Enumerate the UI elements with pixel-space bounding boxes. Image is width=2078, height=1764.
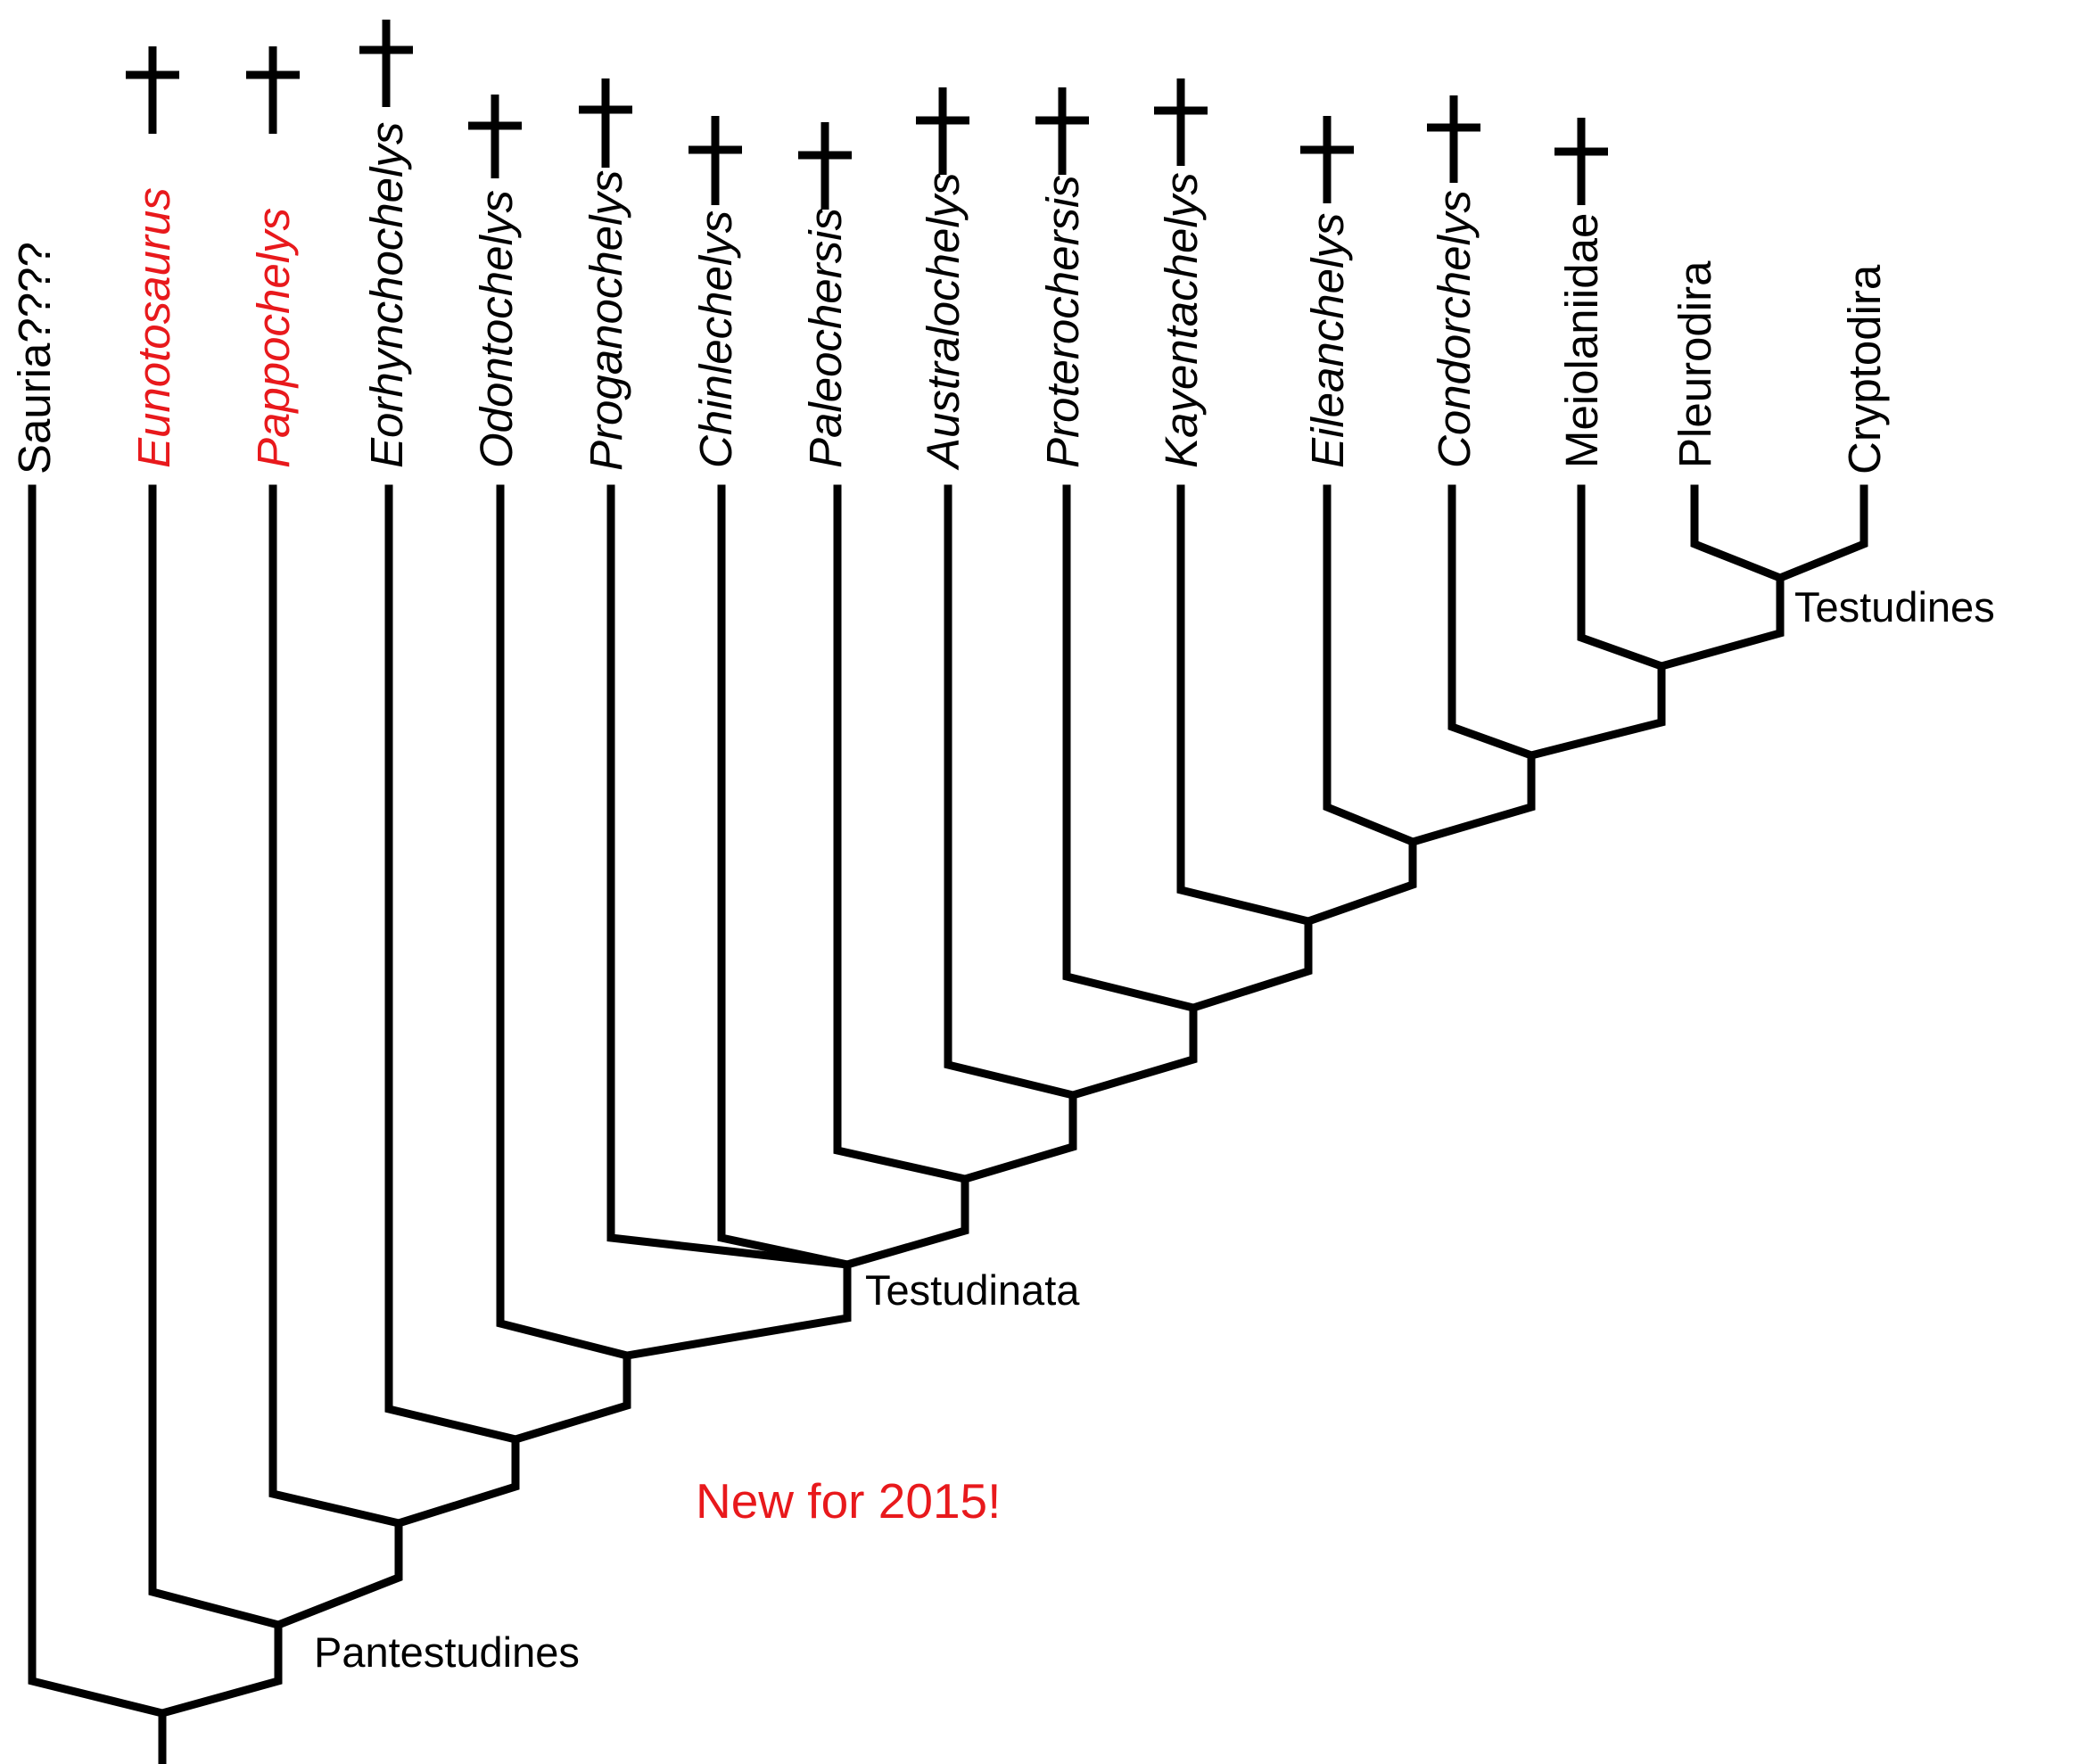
- stem-paleochersis-node: [842, 1175, 969, 1270]
- branch-eileanchelys: [1323, 484, 1418, 847]
- taxon-label-kayentachelys: Kayentachelys: [1156, 172, 1207, 468]
- taxon-label-meiolaniidae: Meiolaniidae: [1556, 213, 1607, 468]
- branch-eunotosaurus: [148, 484, 284, 1630]
- dagger-eileanchelys: [1300, 116, 1354, 203]
- branch-cryptodira: [1775, 484, 1868, 583]
- extinction-daggers: [126, 20, 1608, 210]
- taxon-label-pappochelys: Pappochelys: [248, 208, 299, 468]
- taxon-label-proganochelys: Proganochelys: [581, 170, 631, 471]
- taxon-label-eileanchelys: Eileanchelys: [1302, 213, 1353, 468]
- stem-meiolaniidae-node: [1526, 662, 1666, 761]
- dagger-proganochelys: [579, 78, 632, 168]
- new-for-2015-note: New for 2015!: [696, 1473, 1001, 1529]
- branch-condorchelys: [1447, 484, 1537, 761]
- stem-testudinata: [622, 1260, 852, 1361]
- taxon-label-proterochersis: Proterochersis: [1037, 175, 1088, 468]
- taxon-label-pleurodira: Pleurodira: [1670, 260, 1720, 468]
- dagger-odontochelys: [468, 95, 522, 178]
- dagger-paleochersis: [798, 122, 852, 210]
- taxon-labels: Sauria???? Eunotosaurus Pappochelys Eorh…: [9, 122, 1890, 474]
- taxon-label-chinlechelys: Chinlechelys: [690, 210, 741, 468]
- taxon-label-sauria: Sauria????: [9, 242, 60, 474]
- branch-pappochelys: [268, 484, 404, 1529]
- clade-label-pantestudines: Pantestudines: [314, 1628, 580, 1676]
- branch-sauria: [28, 484, 168, 1719]
- dagger-proterochersis: [1035, 87, 1089, 175]
- taxon-label-eunotosaurus: Eunotosaurus: [128, 187, 179, 468]
- branch-meiolaniidae: [1577, 484, 1667, 672]
- stem-australochelys-node: [960, 1091, 1077, 1184]
- taxon-label-australochelys: Australochelys: [918, 172, 969, 471]
- taxon-label-paleochersis: Paleochersis: [800, 208, 851, 468]
- stem-condorchelys-node: [1407, 751, 1536, 847]
- dagger-eorhynchochelys: [359, 20, 413, 107]
- clade-label-testudines: Testudines: [1794, 583, 1995, 631]
- branch-proganochelys: [606, 484, 852, 1269]
- stem-eorhynchochelys-node: [393, 1435, 520, 1529]
- dagger-meiolaniidae: [1554, 118, 1608, 205]
- stem-kayentachelys-node: [1188, 917, 1313, 1013]
- branch-chinlechelys: [717, 484, 853, 1270]
- branch-pleurodira: [1690, 484, 1785, 583]
- dagger-pappochelys: [246, 46, 300, 134]
- dagger-eunotosaurus: [126, 46, 179, 134]
- stem-pantestudines: [157, 1620, 283, 1719]
- branch-odontochelys: [496, 484, 632, 1361]
- cladogram-branches: [28, 484, 1868, 1764]
- stem-testudines: [1656, 573, 1785, 672]
- stem-proterochersis-node: [1068, 1003, 1198, 1100]
- stem-pappochelys-node: [273, 1519, 403, 1630]
- branch-eorhynchochelys: [384, 484, 521, 1445]
- stem-odontochelys-node: [510, 1351, 631, 1445]
- clade-label-testudinata: Testudinata: [865, 1266, 1080, 1314]
- branch-australochelys: [944, 484, 1078, 1100]
- branch-kayentachelys: [1176, 484, 1314, 927]
- taxon-label-eorhynchochelys: Eorhynchochelys: [361, 122, 412, 468]
- dagger-chinlechelys: [689, 116, 742, 205]
- branch-paleochersis: [833, 484, 970, 1184]
- stem-eileanchelys-node: [1303, 837, 1417, 927]
- dagger-condorchelys: [1427, 95, 1480, 183]
- branch-proterochersis: [1062, 484, 1199, 1013]
- dagger-kayentachelys: [1154, 78, 1208, 166]
- taxon-label-cryptodira: Cryptodira: [1839, 264, 1890, 474]
- dagger-australochelys: [916, 87, 969, 175]
- taxon-label-condorchelys: Condorchelys: [1429, 190, 1480, 468]
- taxon-label-odontochelys: Odontochelys: [471, 190, 522, 468]
